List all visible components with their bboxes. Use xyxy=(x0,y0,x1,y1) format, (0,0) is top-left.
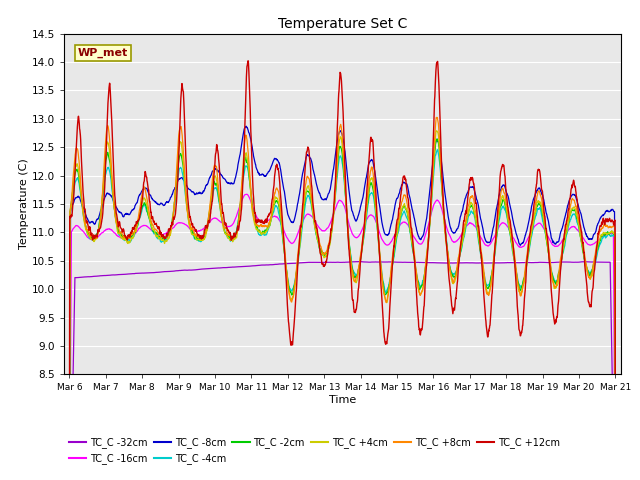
TC_C -32cm xyxy=(596,259,604,265)
TC_C -16cm xyxy=(317,227,324,232)
Line: TC_C +8cm: TC_C +8cm xyxy=(70,118,615,480)
TC_C +4cm xyxy=(611,479,619,480)
Line: TC_C -2cm: TC_C -2cm xyxy=(70,139,615,480)
TC_C -8cm xyxy=(596,217,604,223)
TC_C -16cm xyxy=(332,206,339,212)
TC_C +4cm xyxy=(93,234,101,240)
TC_C +12cm xyxy=(317,252,324,257)
TC_C +8cm xyxy=(496,200,504,206)
TC_C -32cm xyxy=(317,260,324,265)
TC_C -8cm xyxy=(243,123,250,129)
TC_C +12cm xyxy=(611,430,619,435)
TC_C +12cm xyxy=(244,58,252,64)
TC_C -4cm xyxy=(331,198,339,204)
TC_C -2cm xyxy=(596,238,604,243)
Line: TC_C -16cm: TC_C -16cm xyxy=(70,194,615,480)
TC_C -4cm xyxy=(433,147,441,153)
TC_C +4cm xyxy=(496,205,504,211)
TC_C -16cm xyxy=(596,237,604,242)
TC_C -32cm xyxy=(596,259,604,265)
TC_C +8cm xyxy=(433,115,440,120)
TC_C +8cm xyxy=(93,234,101,240)
TC_C +8cm xyxy=(596,228,604,234)
Y-axis label: Temperature (C): Temperature (C) xyxy=(19,158,29,250)
TC_C -16cm xyxy=(243,192,251,197)
TC_C -8cm xyxy=(317,194,324,200)
TC_C -8cm xyxy=(93,216,101,222)
TC_C -2cm xyxy=(496,208,504,214)
TC_C -32cm xyxy=(356,259,364,264)
TC_C -8cm xyxy=(496,192,504,197)
TC_C +12cm xyxy=(596,224,604,229)
TC_C +4cm xyxy=(433,128,440,133)
TC_C +8cm xyxy=(331,195,339,201)
TC_C -4cm xyxy=(93,231,101,237)
TC_C -16cm xyxy=(496,223,504,229)
Title: Temperature Set C: Temperature Set C xyxy=(278,17,407,31)
TC_C -2cm xyxy=(93,230,101,236)
TC_C -8cm xyxy=(596,216,604,222)
TC_C -4cm xyxy=(317,248,324,254)
TC_C -16cm xyxy=(596,236,604,242)
TC_C +8cm xyxy=(596,230,604,236)
Text: WP_met: WP_met xyxy=(78,48,128,58)
TC_C +8cm xyxy=(66,467,74,472)
TC_C -2cm xyxy=(66,468,74,474)
TC_C -4cm xyxy=(596,243,604,249)
TC_C +4cm xyxy=(66,468,74,474)
Line: TC_C -8cm: TC_C -8cm xyxy=(70,126,615,480)
TC_C -32cm xyxy=(331,260,339,265)
TC_C +12cm xyxy=(332,182,339,188)
TC_C +8cm xyxy=(611,477,619,480)
TC_C -32cm xyxy=(496,260,504,266)
TC_C -2cm xyxy=(433,136,441,142)
TC_C -2cm xyxy=(596,239,604,245)
TC_C +12cm xyxy=(66,428,74,433)
TC_C -2cm xyxy=(317,247,324,252)
TC_C +8cm xyxy=(317,243,324,249)
Line: TC_C -4cm: TC_C -4cm xyxy=(70,150,615,480)
Line: TC_C +12cm: TC_C +12cm xyxy=(70,61,615,432)
Line: TC_C -32cm: TC_C -32cm xyxy=(70,262,615,480)
TC_C -16cm xyxy=(93,235,101,240)
TC_C +12cm xyxy=(93,231,101,237)
TC_C +4cm xyxy=(317,250,324,256)
TC_C +4cm xyxy=(596,237,604,243)
TC_C +12cm xyxy=(496,184,504,190)
TC_C -4cm xyxy=(611,440,619,445)
Line: TC_C +4cm: TC_C +4cm xyxy=(70,131,615,480)
TC_C -32cm xyxy=(93,273,101,279)
TC_C +12cm xyxy=(596,226,604,232)
TC_C -4cm xyxy=(596,241,604,247)
X-axis label: Time: Time xyxy=(329,395,356,405)
TC_C -4cm xyxy=(496,216,504,222)
TC_C -8cm xyxy=(332,154,339,159)
TC_C -8cm xyxy=(611,451,619,457)
TC_C +4cm xyxy=(596,238,604,243)
Legend: TC_C -32cm, TC_C -16cm, TC_C -8cm, TC_C -4cm, TC_C -2cm, TC_C +4cm, TC_C +8cm, T: TC_C -32cm, TC_C -16cm, TC_C -8cm, TC_C … xyxy=(69,437,560,464)
TC_C -2cm xyxy=(331,195,339,201)
TC_C +4cm xyxy=(331,197,339,203)
